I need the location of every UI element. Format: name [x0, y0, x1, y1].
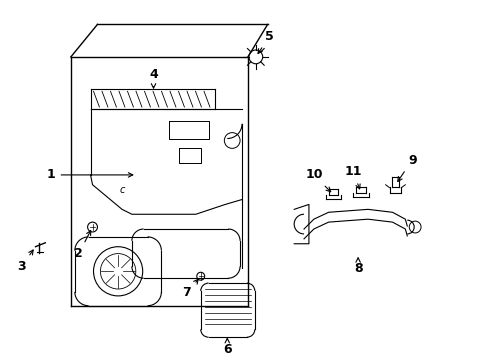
Text: 11: 11 [344, 166, 361, 189]
Text: c: c [119, 185, 124, 195]
Text: 3: 3 [18, 250, 33, 273]
Text: 5: 5 [258, 30, 273, 54]
Text: 4: 4 [149, 68, 158, 88]
Text: 7: 7 [182, 279, 198, 300]
Text: 10: 10 [305, 168, 330, 192]
Text: 8: 8 [353, 258, 362, 275]
Text: 9: 9 [397, 154, 416, 181]
Text: 2: 2 [74, 231, 90, 260]
Text: 1: 1 [47, 168, 133, 181]
Text: 6: 6 [223, 338, 231, 356]
